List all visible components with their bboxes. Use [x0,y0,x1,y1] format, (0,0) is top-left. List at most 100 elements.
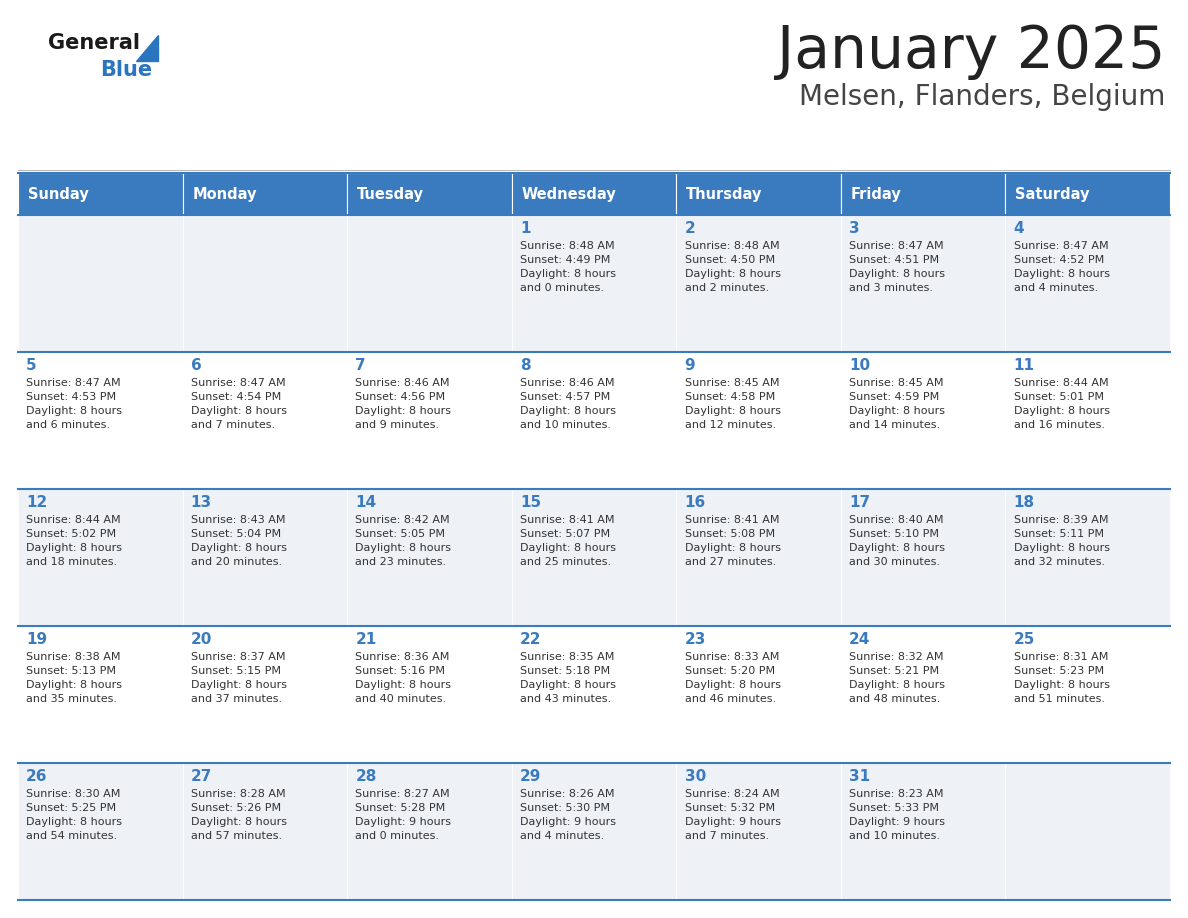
Bar [1005,215,1170,352]
Text: 1: 1 [520,221,531,236]
Bar [347,763,512,900]
Text: Sunrise: 8:44 AM
Sunset: 5:02 PM
Daylight: 8 hours
and 18 minutes.: Sunrise: 8:44 AM Sunset: 5:02 PM Dayligh… [26,515,122,567]
Bar [676,489,841,626]
Text: 12: 12 [26,495,48,510]
Text: Sunrise: 8:48 AM
Sunset: 4:50 PM
Daylight: 8 hours
and 2 minutes.: Sunrise: 8:48 AM Sunset: 4:50 PM Dayligh… [684,241,781,293]
Text: 18: 18 [1013,495,1035,510]
Text: Sunrise: 8:30 AM
Sunset: 5:25 PM
Daylight: 8 hours
and 54 minutes.: Sunrise: 8:30 AM Sunset: 5:25 PM Dayligh… [26,789,122,841]
Bar [676,763,841,900]
Bar [841,489,1005,626]
Bar [841,763,1005,900]
Bar [512,763,676,900]
Text: Sunrise: 8:47 AM
Sunset: 4:53 PM
Daylight: 8 hours
and 6 minutes.: Sunrise: 8:47 AM Sunset: 4:53 PM Dayligh… [26,378,122,430]
Text: 28: 28 [355,769,377,784]
Text: Monday: Monday [192,186,257,201]
Bar [347,489,512,626]
Bar [1005,763,1170,900]
Text: Sunrise: 8:41 AM
Sunset: 5:08 PM
Daylight: 8 hours
and 27 minutes.: Sunrise: 8:41 AM Sunset: 5:08 PM Dayligh… [684,515,781,567]
Text: 7: 7 [355,358,366,373]
Bar [841,215,1005,352]
Text: Sunrise: 8:43 AM
Sunset: 5:04 PM
Daylight: 8 hours
and 20 minutes.: Sunrise: 8:43 AM Sunset: 5:04 PM Dayligh… [191,515,286,567]
Text: Thursday: Thursday [687,186,763,201]
Text: Sunrise: 8:42 AM
Sunset: 5:05 PM
Daylight: 8 hours
and 23 minutes.: Sunrise: 8:42 AM Sunset: 5:05 PM Dayligh… [355,515,451,567]
Bar [18,352,183,489]
Text: 24: 24 [849,632,871,647]
Text: 21: 21 [355,632,377,647]
Bar [512,215,676,352]
Text: Tuesday: Tuesday [358,186,424,201]
Text: Sunrise: 8:31 AM
Sunset: 5:23 PM
Daylight: 8 hours
and 51 minutes.: Sunrise: 8:31 AM Sunset: 5:23 PM Dayligh… [1013,652,1110,704]
Text: Sunrise: 8:24 AM
Sunset: 5:32 PM
Daylight: 9 hours
and 7 minutes.: Sunrise: 8:24 AM Sunset: 5:32 PM Dayligh… [684,789,781,841]
Text: Wednesday: Wednesday [522,186,617,201]
Bar [183,352,347,489]
Text: 11: 11 [1013,358,1035,373]
Text: Sunrise: 8:46 AM
Sunset: 4:57 PM
Daylight: 8 hours
and 10 minutes.: Sunrise: 8:46 AM Sunset: 4:57 PM Dayligh… [520,378,615,430]
Bar [512,352,676,489]
Text: 4: 4 [1013,221,1024,236]
Text: Sunrise: 8:39 AM
Sunset: 5:11 PM
Daylight: 8 hours
and 32 minutes.: Sunrise: 8:39 AM Sunset: 5:11 PM Dayligh… [1013,515,1110,567]
Text: 13: 13 [191,495,211,510]
Bar [676,352,841,489]
Bar [347,173,512,215]
Text: Sunrise: 8:37 AM
Sunset: 5:15 PM
Daylight: 8 hours
and 37 minutes.: Sunrise: 8:37 AM Sunset: 5:15 PM Dayligh… [191,652,286,704]
Text: Sunrise: 8:48 AM
Sunset: 4:49 PM
Daylight: 8 hours
and 0 minutes.: Sunrise: 8:48 AM Sunset: 4:49 PM Dayligh… [520,241,615,293]
Bar [347,352,512,489]
Bar [676,173,841,215]
Bar [347,626,512,763]
Text: Saturday: Saturday [1016,186,1089,201]
Bar [183,626,347,763]
Bar [347,215,512,352]
Bar [1005,352,1170,489]
Text: 2: 2 [684,221,695,236]
Text: Sunrise: 8:47 AM
Sunset: 4:54 PM
Daylight: 8 hours
and 7 minutes.: Sunrise: 8:47 AM Sunset: 4:54 PM Dayligh… [191,378,286,430]
Bar [183,763,347,900]
Text: 9: 9 [684,358,695,373]
Bar [183,215,347,352]
Bar [841,626,1005,763]
Bar [841,352,1005,489]
Text: Sunrise: 8:32 AM
Sunset: 5:21 PM
Daylight: 8 hours
and 48 minutes.: Sunrise: 8:32 AM Sunset: 5:21 PM Dayligh… [849,652,946,704]
Text: Sunrise: 8:33 AM
Sunset: 5:20 PM
Daylight: 8 hours
and 46 minutes.: Sunrise: 8:33 AM Sunset: 5:20 PM Dayligh… [684,652,781,704]
Bar [1005,626,1170,763]
Bar [18,173,183,215]
Text: Sunrise: 8:45 AM
Sunset: 4:58 PM
Daylight: 8 hours
and 12 minutes.: Sunrise: 8:45 AM Sunset: 4:58 PM Dayligh… [684,378,781,430]
Text: Sunrise: 8:35 AM
Sunset: 5:18 PM
Daylight: 8 hours
and 43 minutes.: Sunrise: 8:35 AM Sunset: 5:18 PM Dayligh… [520,652,615,704]
Text: Friday: Friday [851,186,902,201]
Text: 23: 23 [684,632,706,647]
Text: 31: 31 [849,769,871,784]
Text: 20: 20 [191,632,213,647]
Bar [841,173,1005,215]
Text: 29: 29 [520,769,542,784]
Bar [512,489,676,626]
Bar [18,215,183,352]
Text: Sunrise: 8:38 AM
Sunset: 5:13 PM
Daylight: 8 hours
and 35 minutes.: Sunrise: 8:38 AM Sunset: 5:13 PM Dayligh… [26,652,122,704]
Text: Sunrise: 8:26 AM
Sunset: 5:30 PM
Daylight: 9 hours
and 4 minutes.: Sunrise: 8:26 AM Sunset: 5:30 PM Dayligh… [520,789,615,841]
Text: Sunrise: 8:47 AM
Sunset: 4:52 PM
Daylight: 8 hours
and 4 minutes.: Sunrise: 8:47 AM Sunset: 4:52 PM Dayligh… [1013,241,1110,293]
Text: 5: 5 [26,358,37,373]
Text: 17: 17 [849,495,871,510]
Text: 30: 30 [684,769,706,784]
Text: 14: 14 [355,495,377,510]
Bar [676,215,841,352]
Text: 27: 27 [191,769,213,784]
Text: 8: 8 [520,358,531,373]
Bar [1005,173,1170,215]
Text: General: General [48,33,140,53]
Text: 19: 19 [26,632,48,647]
Bar [676,626,841,763]
Text: Sunrise: 8:28 AM
Sunset: 5:26 PM
Daylight: 8 hours
and 57 minutes.: Sunrise: 8:28 AM Sunset: 5:26 PM Dayligh… [191,789,286,841]
Text: 6: 6 [191,358,202,373]
Bar [18,763,183,900]
Text: 3: 3 [849,221,860,236]
Text: Sunrise: 8:40 AM
Sunset: 5:10 PM
Daylight: 8 hours
and 30 minutes.: Sunrise: 8:40 AM Sunset: 5:10 PM Dayligh… [849,515,946,567]
Text: Sunrise: 8:36 AM
Sunset: 5:16 PM
Daylight: 8 hours
and 40 minutes.: Sunrise: 8:36 AM Sunset: 5:16 PM Dayligh… [355,652,451,704]
Text: Sunrise: 8:41 AM
Sunset: 5:07 PM
Daylight: 8 hours
and 25 minutes.: Sunrise: 8:41 AM Sunset: 5:07 PM Dayligh… [520,515,615,567]
Text: Sunrise: 8:46 AM
Sunset: 4:56 PM
Daylight: 8 hours
and 9 minutes.: Sunrise: 8:46 AM Sunset: 4:56 PM Dayligh… [355,378,451,430]
Text: Melsen, Flanders, Belgium: Melsen, Flanders, Belgium [798,83,1165,111]
Bar [183,173,347,215]
Bar [18,489,183,626]
Text: Sunday: Sunday [27,186,89,201]
Bar [512,626,676,763]
Polygon shape [135,35,158,61]
Text: Sunrise: 8:45 AM
Sunset: 4:59 PM
Daylight: 8 hours
and 14 minutes.: Sunrise: 8:45 AM Sunset: 4:59 PM Dayligh… [849,378,946,430]
